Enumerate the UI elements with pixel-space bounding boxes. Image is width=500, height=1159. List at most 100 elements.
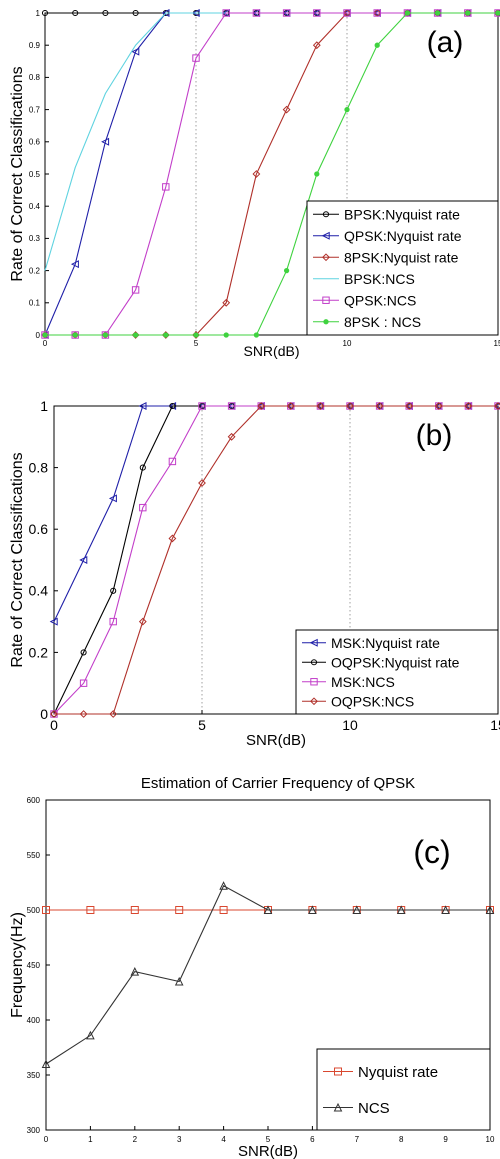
y-tick-label: 300 <box>27 1126 41 1135</box>
legend-marker <box>310 659 318 666</box>
x-tick-label: 4 <box>221 1135 226 1144</box>
legend-marker <box>309 638 318 647</box>
data-point <box>109 617 117 626</box>
legend-box <box>295 629 499 715</box>
y-tick-label: 0.3 <box>29 234 41 243</box>
data-point <box>282 105 291 114</box>
data-point <box>495 10 500 16</box>
y-tick-label: 600 <box>27 796 41 805</box>
data-point <box>308 905 317 914</box>
y-tick-label: 0.2 <box>29 644 49 660</box>
data-point <box>175 906 184 914</box>
data-point <box>227 402 236 410</box>
y-tick-label: 0.2 <box>29 266 41 275</box>
panel-label: (b) <box>416 419 453 452</box>
data-point <box>263 905 273 914</box>
y-tick-label: 350 <box>27 1071 41 1080</box>
data-point <box>132 332 139 338</box>
x-tick-label: 9 <box>443 1135 448 1144</box>
data-point <box>41 9 49 17</box>
y-tick-label: 1 <box>40 398 48 414</box>
y-tick-label: 0.8 <box>29 460 49 476</box>
data-point <box>227 432 236 441</box>
legend-entry-label: OQPSK:NCS <box>331 693 414 709</box>
y-axis-label: Rate of Correct Classifications <box>9 452 26 667</box>
data-point <box>222 9 230 17</box>
data-point <box>494 402 500 410</box>
data-point <box>396 905 406 914</box>
legend: MSK:Nyquist rate OQPSK:Nyquist rate MSK:NC… <box>295 629 499 715</box>
y-tick-label: 0.4 <box>29 202 41 211</box>
y-tick-label: 0.9 <box>29 41 41 50</box>
data-point <box>109 710 118 718</box>
x-axis-label: SNR(dB) <box>246 732 306 749</box>
legend-entry-label: OQPSK:Nyquist rate <box>331 654 460 670</box>
data-point <box>70 260 79 269</box>
legend-marker <box>333 1102 343 1112</box>
x-tick-label: 10 <box>342 717 358 733</box>
data-point <box>493 402 500 410</box>
panel-c-chart: 0 1 2 3 4 5 6 7 8 9 10 300 350 400 450 500 550 600 SNR(dB)… <box>9 775 495 1159</box>
data-point <box>138 401 147 411</box>
x-tick-label: 7 <box>355 1135 360 1144</box>
data-point <box>131 47 140 56</box>
x-tick-label: 0 <box>50 717 58 733</box>
data-point <box>346 402 354 410</box>
legend-entry-label: 8PSK:Nyquist rate <box>344 249 459 265</box>
data-point <box>465 10 471 16</box>
x-tick-label: 0 <box>44 1135 49 1144</box>
panel-a-chart: 0 5 10 15 0 0.1 0.2 0.3 0.4 0.5 0.6 0.7 0.8 0.9 1 SNR(d… <box>9 9 500 359</box>
y-tick-label: 500 <box>27 906 41 915</box>
data-point <box>374 42 380 48</box>
data-point <box>314 171 320 177</box>
y-tick-label: 450 <box>27 961 41 970</box>
x-tick-label: 8 <box>399 1135 404 1144</box>
y-tick-label: 0.5 <box>29 170 41 179</box>
data-point <box>219 881 228 890</box>
data-point <box>138 617 147 626</box>
data-point <box>352 905 362 914</box>
data-point <box>130 906 139 914</box>
data-point <box>72 9 79 17</box>
x-axis-label: SNR(dB) <box>243 343 299 359</box>
data-point <box>108 494 117 503</box>
data-point <box>375 402 384 410</box>
y-tick-label: 0.8 <box>29 73 41 82</box>
legend-marker <box>322 296 330 304</box>
x-axis-label: SNR(dB) <box>238 1143 298 1159</box>
y-tick-label: 400 <box>27 1016 41 1025</box>
data-point <box>223 332 229 338</box>
data-point <box>110 587 117 594</box>
x-tick-label: 0 <box>43 339 48 348</box>
data-point <box>101 137 110 146</box>
y-tick-label: 0.6 <box>29 521 49 537</box>
data-point <box>42 906 50 914</box>
x-tick-label: 5 <box>198 717 206 733</box>
legend-entry-label: NCS <box>358 1100 390 1117</box>
chart-title: Estimation of Carrier Frequency of QPSK <box>141 775 415 792</box>
data-point <box>79 679 88 687</box>
data-point <box>130 966 140 976</box>
y-tick-label: 0.1 <box>29 299 41 308</box>
data-point <box>79 555 88 565</box>
y-tick-label: 550 <box>27 851 41 860</box>
legend-entry-label: MSK:Nyquist rate <box>331 635 440 651</box>
data-point <box>139 503 147 512</box>
y-tick-label: 0 <box>40 706 48 722</box>
data-point <box>219 906 228 914</box>
data-point <box>222 298 231 307</box>
y-tick-label: 1 <box>36 9 41 18</box>
legend-marker <box>322 211 330 218</box>
data-point <box>80 649 87 656</box>
data-point <box>434 402 443 410</box>
y-tick-label: 0.7 <box>29 105 41 114</box>
legend: Nyquist rate NCS <box>316 1048 491 1131</box>
x-tick-label: 15 <box>494 339 500 348</box>
data-point <box>485 905 495 914</box>
data-point <box>174 976 184 986</box>
legend-entry-label: QPSK:Nyquist rate <box>344 228 462 244</box>
legend-entry-label: BPSK:NCS <box>344 271 415 287</box>
data-point <box>252 170 261 178</box>
data-point <box>344 106 350 113</box>
